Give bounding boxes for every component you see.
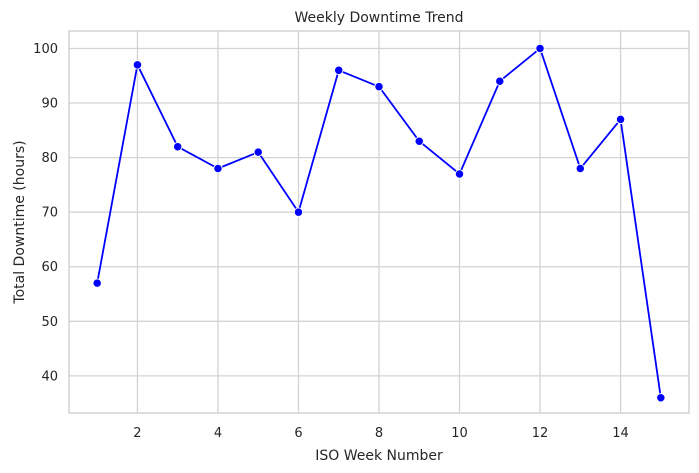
y-tick-label: 40 — [41, 369, 58, 384]
data-point — [656, 393, 666, 403]
data-point — [575, 163, 585, 174]
chart-title: Weekly Downtime Trend — [294, 10, 463, 26]
x-tick-label: 6 — [294, 426, 302, 441]
axes-frame — [68, 30, 690, 414]
data-point — [92, 278, 102, 288]
data-point — [615, 114, 626, 125]
tick-labels: 2 4 6 8 10 12 14 40 50 60 70 80 90 100 — [33, 42, 629, 441]
x-tick-label: 2 — [133, 426, 141, 441]
x-tick-label: 4 — [214, 426, 222, 441]
data-point — [213, 163, 223, 174]
data-point — [454, 169, 465, 179]
y-tick-label: 60 — [41, 260, 58, 275]
x-axis-label: ISO Week Number — [315, 448, 443, 464]
series-layer — [92, 43, 666, 403]
y-tick-label: 70 — [41, 206, 58, 221]
data-point — [253, 147, 263, 157]
data-point — [334, 65, 344, 75]
x-tick-label: 12 — [532, 426, 549, 441]
y-axis-label: Total Downtime (hours) — [12, 140, 28, 304]
data-point — [535, 43, 545, 54]
y-tick-label: 80 — [41, 151, 58, 166]
x-tick-label: 14 — [612, 426, 629, 441]
data-point — [293, 207, 304, 217]
data-point — [414, 136, 424, 146]
x-tick-label: 8 — [375, 426, 383, 441]
data-point — [495, 76, 505, 86]
data-point — [132, 60, 143, 70]
data-point — [374, 82, 384, 92]
x-tick-label: 10 — [451, 426, 468, 441]
grid — [69, 31, 689, 413]
y-tick-label: 50 — [41, 315, 58, 330]
y-tick-label: 100 — [33, 42, 58, 57]
data-point — [173, 142, 183, 152]
y-tick-label: 90 — [41, 97, 58, 112]
